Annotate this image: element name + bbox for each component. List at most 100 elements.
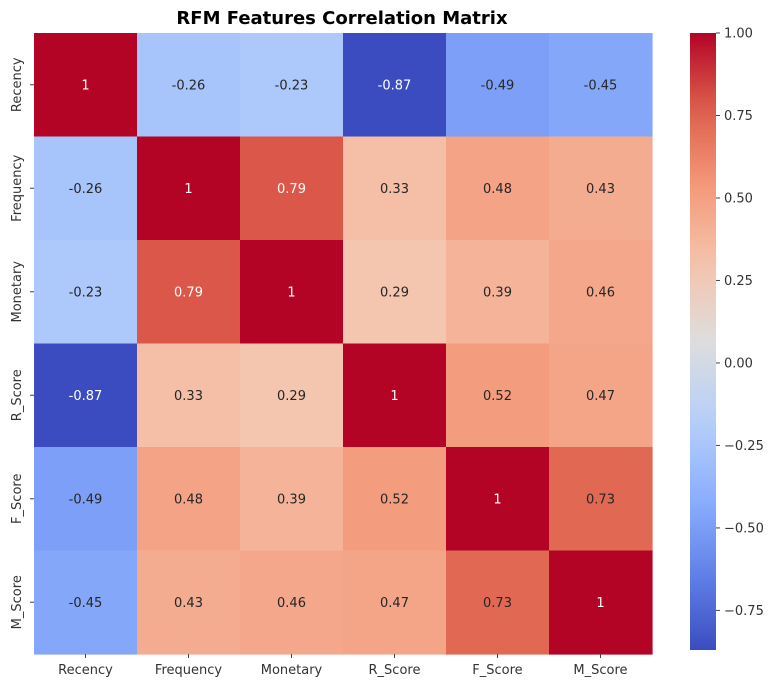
cell-annotation: -0.45 <box>584 78 618 93</box>
x-tick-label: Monetary <box>261 663 323 678</box>
colorbar-tick-label: −0.25 <box>724 439 764 454</box>
heatmap-cell <box>446 550 550 655</box>
heatmap-cell <box>446 33 550 138</box>
cell-annotation: 1 <box>287 285 295 300</box>
heatmap-cell <box>343 33 447 138</box>
heatmap-cell <box>446 447 550 552</box>
heatmap-cell <box>137 447 241 552</box>
cell-annotation: 0.39 <box>483 285 512 300</box>
heatmap-cell <box>137 240 241 345</box>
heatmap-cell <box>240 343 344 448</box>
x-tick-label: Recency <box>58 663 113 678</box>
cell-annotation: 0.46 <box>277 596 306 611</box>
x-tick-label: R_Score <box>369 663 421 678</box>
heatmap-cell <box>34 33 138 138</box>
cell-annotation: 0.46 <box>586 285 615 300</box>
colorbar-tick-label: 0.50 <box>724 191 753 206</box>
cell-annotation: -0.26 <box>172 78 206 93</box>
cell-annotation: 1 <box>184 182 192 197</box>
cell-annotation: 0.73 <box>586 492 615 507</box>
y-tick-label: F_Score <box>10 474 25 524</box>
colorbar-tick-label: 0.75 <box>724 109 753 124</box>
heatmap-cell <box>240 136 344 241</box>
cell-annotation: 0.39 <box>277 492 306 507</box>
y-tick-label: M_Score <box>10 575 25 629</box>
heatmap-cell <box>34 240 138 345</box>
cell-annotation: 1 <box>596 596 604 611</box>
heatmap-cell <box>343 240 447 345</box>
cell-annotation: 0.29 <box>380 285 409 300</box>
heatmap-cell <box>446 136 550 241</box>
heatmap-cell <box>549 136 653 241</box>
cell-annotation: 0.43 <box>174 596 203 611</box>
cell-annotation: 0.73 <box>483 596 512 611</box>
cell-annotation: -0.23 <box>69 285 103 300</box>
heatmap-cell <box>343 136 447 241</box>
colorbar-gradient <box>690 33 716 650</box>
heatmap-cell <box>446 240 550 345</box>
cell-annotation: 0.47 <box>380 596 409 611</box>
cell-annotation: 0.43 <box>586 182 615 197</box>
y-tick-label: Frequency <box>10 154 25 221</box>
heatmap-cell <box>137 136 241 241</box>
y-tick-label: R_Score <box>10 369 25 421</box>
cell-annotation: 0.48 <box>483 182 512 197</box>
chart-title: RFM Features Correlation Matrix <box>176 8 508 29</box>
heatmap-cell <box>137 343 241 448</box>
x-tick-label: F_Score <box>472 663 522 678</box>
y-tick-label: Monetary <box>10 261 25 323</box>
cell-annotation: -0.49 <box>481 78 515 93</box>
heatmap-cell <box>240 550 344 655</box>
cell-annotation: -0.49 <box>69 492 103 507</box>
colorbar-tick-label: −0.50 <box>724 521 764 536</box>
cell-annotation: -0.87 <box>378 78 412 93</box>
heatmap-cell <box>240 33 344 138</box>
cell-annotation: -0.45 <box>69 596 103 611</box>
colorbar: 1.00 0.75 0.50 0.25 0.00 −0.25 −0.50 −0.75 <box>690 27 764 650</box>
cell-annotation: 0.33 <box>380 182 409 197</box>
cell-annotation: 0.79 <box>277 182 306 197</box>
heatmap-cell <box>34 550 138 655</box>
cell-annotation: 0.79 <box>174 285 203 300</box>
y-axis-labels: Recency Frequency Monetary R_Score F_Score M_… <box>10 57 34 629</box>
heatmap-cells <box>34 33 653 655</box>
heatmap-cell <box>137 550 241 655</box>
x-tick-label: M_Score <box>573 663 627 678</box>
cell-annotation: 0.47 <box>586 389 615 404</box>
x-tick-label: Frequency <box>155 663 222 678</box>
colorbar-tick-label: 1.00 <box>724 27 753 42</box>
heatmap-cell <box>549 343 653 448</box>
cell-annotation: 0.52 <box>380 492 409 507</box>
cell-annotation: -0.26 <box>69 182 103 197</box>
heatmap-cell <box>240 240 344 345</box>
heatmap-cell <box>34 136 138 241</box>
cell-annotation: 0.33 <box>174 389 203 404</box>
heatmap-cell <box>446 343 550 448</box>
cell-annotation: -0.87 <box>69 389 103 404</box>
heatmap-cell <box>34 447 138 552</box>
y-tick-label: Recency <box>10 57 25 112</box>
heatmap-cell <box>549 550 653 655</box>
cell-annotation: 1 <box>493 492 501 507</box>
heatmap-cell <box>549 33 653 138</box>
colorbar-tick-label: 0.25 <box>724 274 753 289</box>
colorbar-tick-label: 0.00 <box>724 356 753 371</box>
cell-annotation: 1 <box>81 78 89 93</box>
cell-annotation: 0.48 <box>174 492 203 507</box>
cell-annotation: 1 <box>390 389 398 404</box>
heatmap-cell <box>549 240 653 345</box>
heatmap-cell <box>34 343 138 448</box>
heatmap-cell <box>343 343 447 448</box>
colorbar-tick-label: −0.75 <box>724 604 764 619</box>
cell-annotation: 0.52 <box>483 389 512 404</box>
heatmap-cell <box>343 550 447 655</box>
cell-annotations: 1 -0.26 -0.23 -0.87 -0.49 -0.45 -0.26 1 0.79 0.33… <box>69 78 618 611</box>
cell-annotation: 0.29 <box>277 389 306 404</box>
cell-annotation: -0.23 <box>275 78 309 93</box>
heatmap-cell <box>240 447 344 552</box>
heatmap-cell <box>137 33 241 138</box>
x-axis-labels: Recency Frequency Monetary R_Score F_Score M_… <box>58 654 628 678</box>
colorbar-ticks: 1.00 0.75 0.50 0.25 0.00 −0.25 −0.50 −0.75 <box>716 27 764 619</box>
